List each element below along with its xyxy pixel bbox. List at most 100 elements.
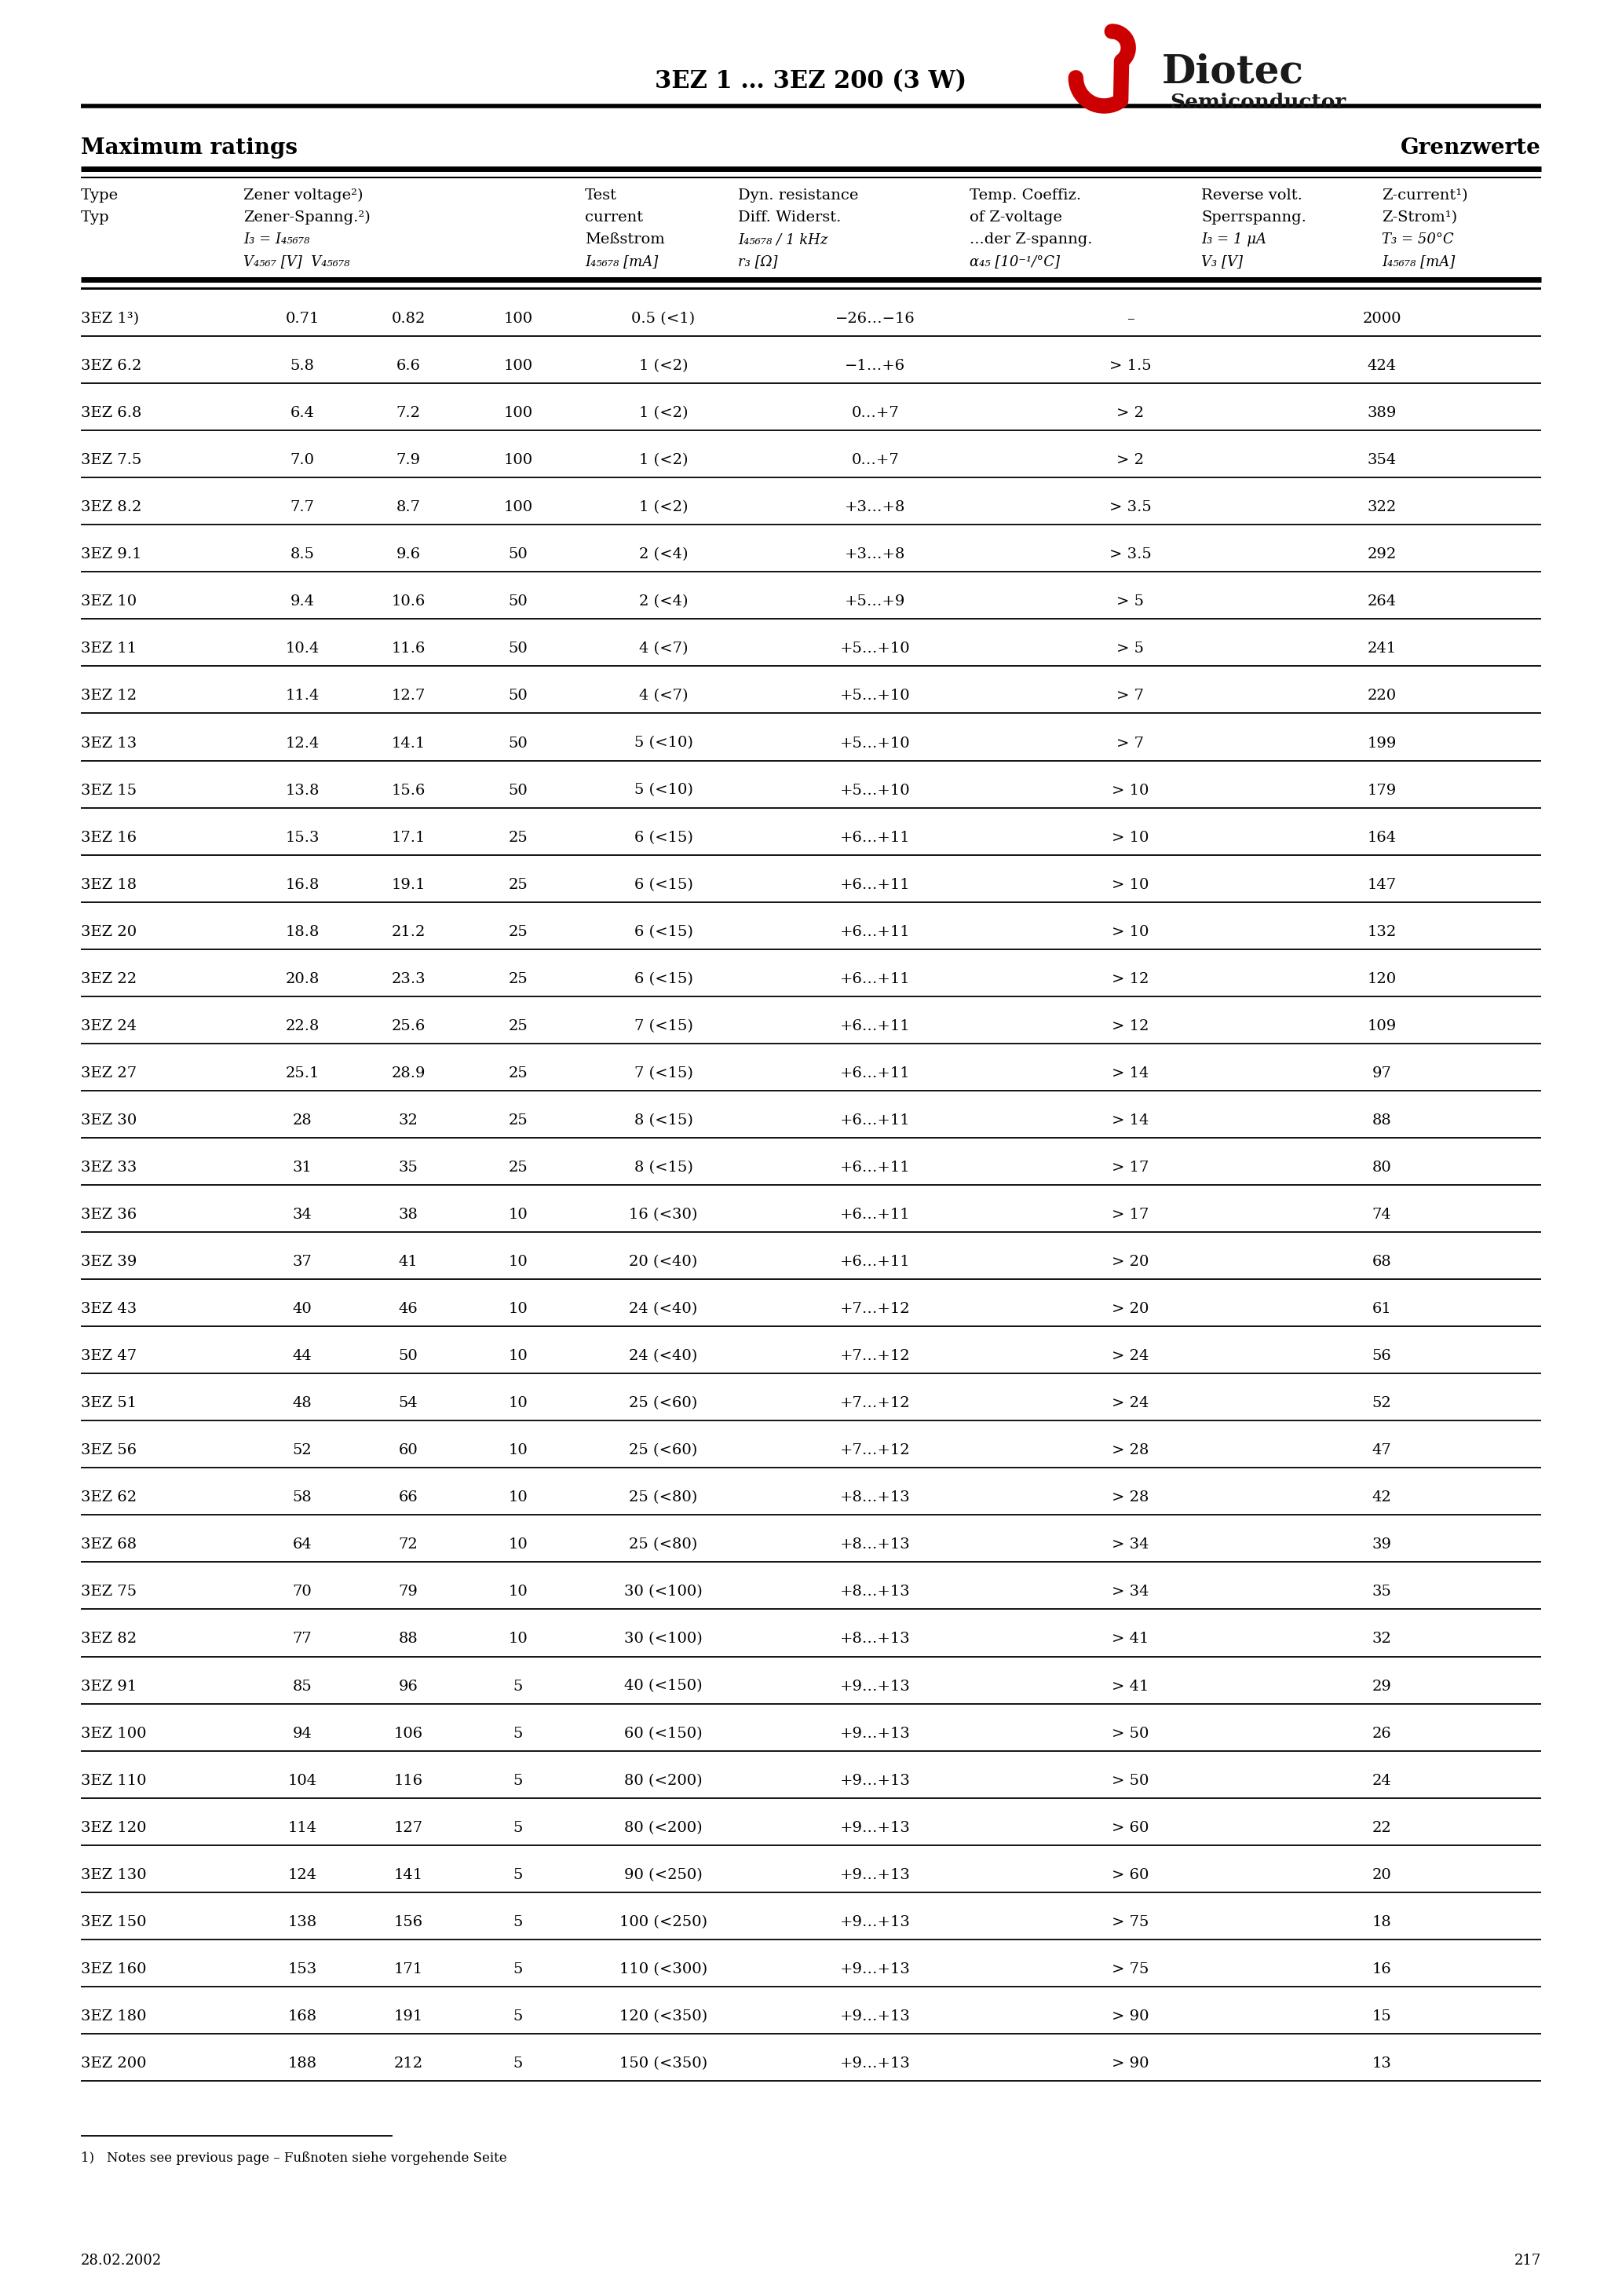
Text: > 12: > 12 (1113, 971, 1148, 985)
Text: 6.6: 6.6 (396, 358, 420, 372)
Text: > 28: > 28 (1113, 1444, 1148, 1458)
Text: 3EZ 47: 3EZ 47 (81, 1350, 136, 1364)
Text: 30 (<100): 30 (<100) (624, 1584, 702, 1598)
Text: 171: 171 (394, 1963, 423, 1977)
Text: 2 (<4): 2 (<4) (639, 595, 688, 608)
Text: 41: 41 (399, 1256, 418, 1270)
Text: 13.8: 13.8 (285, 783, 320, 797)
Text: 0…+7: 0…+7 (852, 452, 899, 468)
Text: +9…+13: +9…+13 (840, 2009, 910, 2023)
Text: 15.6: 15.6 (391, 783, 425, 797)
Text: > 14: > 14 (1113, 1114, 1148, 1127)
Text: 34: 34 (292, 1208, 311, 1221)
Text: 90 (<250): 90 (<250) (624, 1869, 702, 1883)
Text: > 75: > 75 (1113, 1963, 1148, 1977)
Text: > 10: > 10 (1113, 877, 1148, 891)
Text: 10: 10 (508, 1444, 527, 1458)
Text: 424: 424 (1367, 358, 1397, 372)
Text: 188: 188 (287, 2057, 316, 2071)
Text: > 3.5: > 3.5 (1109, 501, 1152, 514)
Text: +9…+13: +9…+13 (840, 1963, 910, 1977)
Text: 60 (<150): 60 (<150) (624, 1727, 702, 1740)
Text: 19.1: 19.1 (391, 877, 425, 891)
Text: 3EZ 200: 3EZ 200 (81, 2057, 146, 2071)
Text: I₃ = I₄₅₆₇₈: I₃ = I₄₅₆₇₈ (243, 232, 310, 246)
Text: 354: 354 (1367, 452, 1397, 468)
Text: +9…+13: +9…+13 (840, 1727, 910, 1740)
Text: 70: 70 (292, 1584, 311, 1598)
Text: > 3.5: > 3.5 (1109, 546, 1152, 563)
Text: 25.1: 25.1 (285, 1065, 320, 1081)
Text: 3EZ 56: 3EZ 56 (81, 1444, 136, 1458)
Text: 16.8: 16.8 (285, 877, 320, 891)
Text: 3EZ 22: 3EZ 22 (81, 971, 136, 985)
Text: 114: 114 (287, 1821, 316, 1835)
Text: 3EZ 91: 3EZ 91 (81, 1678, 136, 1694)
Text: 25: 25 (508, 1065, 527, 1081)
Text: > 41: > 41 (1113, 1632, 1148, 1646)
Text: 5: 5 (513, 1821, 522, 1835)
Text: 25 (<80): 25 (<80) (629, 1490, 697, 1504)
Text: 18: 18 (1372, 1915, 1392, 1929)
Text: +6…+11: +6…+11 (840, 1019, 910, 1033)
Text: > 1.5: > 1.5 (1109, 358, 1152, 372)
Text: > 5: > 5 (1118, 643, 1144, 657)
Text: 120 (<350): 120 (<350) (620, 2009, 707, 2023)
Text: 80 (<200): 80 (<200) (624, 1773, 702, 1789)
Text: +6…+11: +6…+11 (840, 1208, 910, 1221)
Text: > 90: > 90 (1113, 2057, 1148, 2071)
Text: +8…+13: +8…+13 (840, 1490, 910, 1504)
Text: 110 (<300): 110 (<300) (620, 1963, 707, 1977)
Text: 2000: 2000 (1362, 312, 1401, 326)
Text: 25: 25 (508, 971, 527, 985)
Text: 3EZ 27: 3EZ 27 (81, 1065, 136, 1081)
Text: I₃ = 1 μA: I₃ = 1 μA (1202, 232, 1267, 246)
Text: > 28: > 28 (1113, 1490, 1148, 1504)
Text: 8.7: 8.7 (396, 501, 420, 514)
Text: Maximum ratings: Maximum ratings (81, 138, 297, 158)
Text: 16: 16 (1372, 1963, 1392, 1977)
Text: 80 (<200): 80 (<200) (624, 1821, 702, 1835)
Text: 3EZ 51: 3EZ 51 (81, 1396, 136, 1410)
Text: 3EZ 100: 3EZ 100 (81, 1727, 146, 1740)
Text: +5…+10: +5…+10 (840, 737, 910, 751)
Text: 15.3: 15.3 (285, 831, 320, 845)
Text: 3EZ 11: 3EZ 11 (81, 643, 136, 657)
Text: 156: 156 (394, 1915, 423, 1929)
Text: 3EZ 68: 3EZ 68 (81, 1538, 136, 1552)
Text: > 17: > 17 (1113, 1159, 1148, 1176)
Text: 25: 25 (508, 1159, 527, 1176)
Text: 1 (<2): 1 (<2) (639, 501, 688, 514)
Text: Dyn. resistance: Dyn. resistance (738, 188, 858, 202)
Text: 3EZ 150: 3EZ 150 (81, 1915, 146, 1929)
Text: > 7: > 7 (1118, 689, 1144, 703)
Text: 31: 31 (292, 1159, 311, 1176)
Text: 127: 127 (394, 1821, 423, 1835)
Text: +6…+11: +6…+11 (840, 971, 910, 985)
Text: 17.1: 17.1 (391, 831, 425, 845)
Text: 4 (<7): 4 (<7) (639, 643, 688, 657)
Text: 100: 100 (503, 358, 532, 372)
Text: 1)   Notes see previous page – Fußnoten siehe vorgehende Seite: 1) Notes see previous page – Fußnoten si… (81, 2151, 506, 2165)
Text: 3EZ 75: 3EZ 75 (81, 1584, 136, 1598)
Text: > 75: > 75 (1113, 1915, 1148, 1929)
Text: 10: 10 (508, 1350, 527, 1364)
Text: 10: 10 (508, 1396, 527, 1410)
Text: 28.9: 28.9 (391, 1065, 425, 1081)
Text: 3EZ 180: 3EZ 180 (81, 2009, 146, 2023)
Text: 0.71: 0.71 (285, 312, 320, 326)
Text: 32: 32 (399, 1114, 418, 1127)
Text: 6 (<15): 6 (<15) (634, 925, 693, 939)
Text: ...der Z-spanng.: ...der Z-spanng. (970, 232, 1093, 246)
Text: > 12: > 12 (1113, 1019, 1148, 1033)
Text: +6…+11: +6…+11 (840, 877, 910, 891)
Text: > 5: > 5 (1118, 595, 1144, 608)
Text: 35: 35 (1372, 1584, 1392, 1598)
Text: 0.82: 0.82 (391, 312, 425, 326)
Text: 4 (<7): 4 (<7) (639, 689, 688, 703)
Text: > 7: > 7 (1118, 737, 1144, 751)
Text: 179: 179 (1367, 783, 1397, 797)
Text: 3EZ 18: 3EZ 18 (81, 877, 136, 891)
Text: > 24: > 24 (1113, 1396, 1148, 1410)
Text: V₃ [V]: V₃ [V] (1202, 255, 1242, 269)
